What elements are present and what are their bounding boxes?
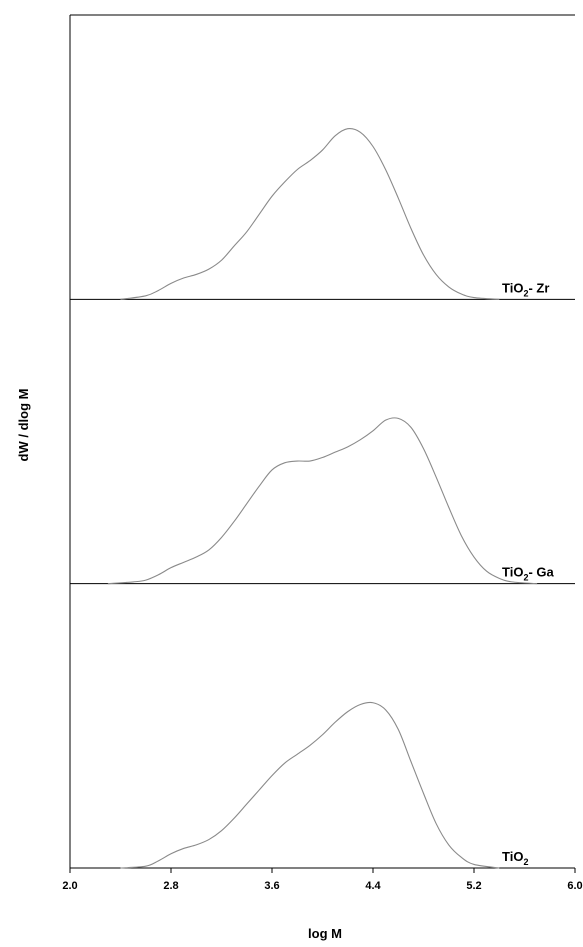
x-tick-label: 2.8 [163, 880, 178, 892]
series-label-1: TiO2- Zr [502, 280, 549, 298]
y-axis-title: dW / dlog M [16, 389, 31, 462]
series-line-1 [120, 128, 500, 300]
plot-frame [69, 14, 575, 868]
x-tick-label: 3.6 [264, 880, 279, 892]
x-tick-label: 6.0 [567, 880, 582, 892]
series-label-tail: - Zr [528, 280, 549, 295]
x-axis-title: log M [308, 926, 342, 941]
x-axis-ticks: 2.0 2.8 3.6 4.4 5.2 6.0 [62, 868, 583, 892]
series-line-2 [107, 417, 538, 585]
x-tick-label: 4.4 [365, 880, 381, 892]
series-lines [107, 128, 538, 869]
series-label-main: TiO [502, 849, 523, 864]
series-label-subscript: 2 [523, 857, 528, 867]
series-label-main: TiO [502, 280, 523, 295]
series-label-tail: - Ga [528, 565, 554, 580]
series-label-subscript: 2 [523, 573, 528, 583]
series-line-3 [120, 701, 500, 869]
series-label-2: TiO2- Ga [502, 565, 555, 583]
series-label-main: TiO [502, 565, 523, 580]
x-tick-label: 5.2 [466, 880, 481, 892]
series-label-subscript: 2 [523, 288, 528, 298]
x-tick-label: 2.0 [62, 880, 77, 892]
series-label-3: TiO2 [502, 849, 528, 867]
panel-dividers [70, 298, 575, 869]
